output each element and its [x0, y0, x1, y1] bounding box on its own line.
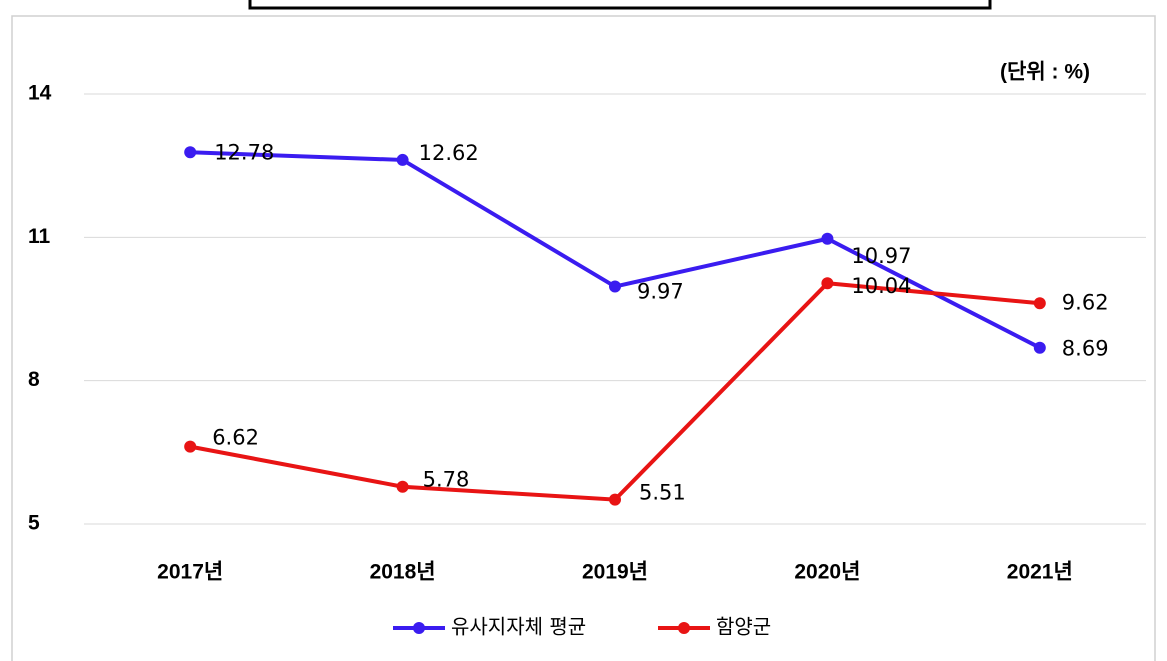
data-label: 10.97: [851, 244, 911, 268]
legend-marker: [678, 622, 690, 634]
chart-frame: [11, 15, 1156, 661]
point: [821, 277, 834, 290]
legend-label: 유사지자체 평균: [451, 615, 586, 639]
point: [821, 232, 834, 245]
x-tick-label: 2017년: [157, 561, 223, 584]
data-label: 6.62: [212, 426, 259, 450]
data-label: 5.78: [423, 468, 470, 492]
series-line: [189, 281, 1040, 502]
x-tick-label: 2018년: [370, 561, 436, 584]
point: [609, 280, 621, 293]
legend-label: 함양군: [716, 615, 771, 639]
point: [609, 493, 621, 506]
title-box: [248, 0, 992, 10]
point: [1033, 341, 1046, 354]
x-tick-label: 2020년: [794, 561, 860, 584]
y-tick-label: 11: [28, 225, 51, 248]
y-tick-label: 5: [28, 512, 40, 535]
data-label: 5.51: [639, 481, 686, 505]
point: [184, 440, 197, 453]
data-label: 9.62: [1062, 290, 1109, 314]
data-label: 9.97: [637, 280, 684, 304]
point: [396, 153, 409, 166]
data-label: 12.78: [214, 140, 274, 164]
data-label: 10.04: [851, 274, 911, 298]
x-tick-label: 2019년: [582, 561, 648, 584]
point: [1033, 297, 1046, 310]
data-label: 12.62: [419, 141, 479, 165]
point: [396, 480, 409, 493]
point: [184, 146, 197, 159]
y-tick-label: 8: [28, 368, 40, 391]
x-tick-label: 2021년: [1007, 561, 1073, 584]
legend-marker: [413, 622, 425, 634]
data-label: 8.69: [1062, 337, 1109, 361]
unit-annotation: (단위 : %): [1000, 61, 1090, 84]
y-tick-label: 14: [28, 82, 52, 105]
series-line: [190, 150, 1041, 350]
